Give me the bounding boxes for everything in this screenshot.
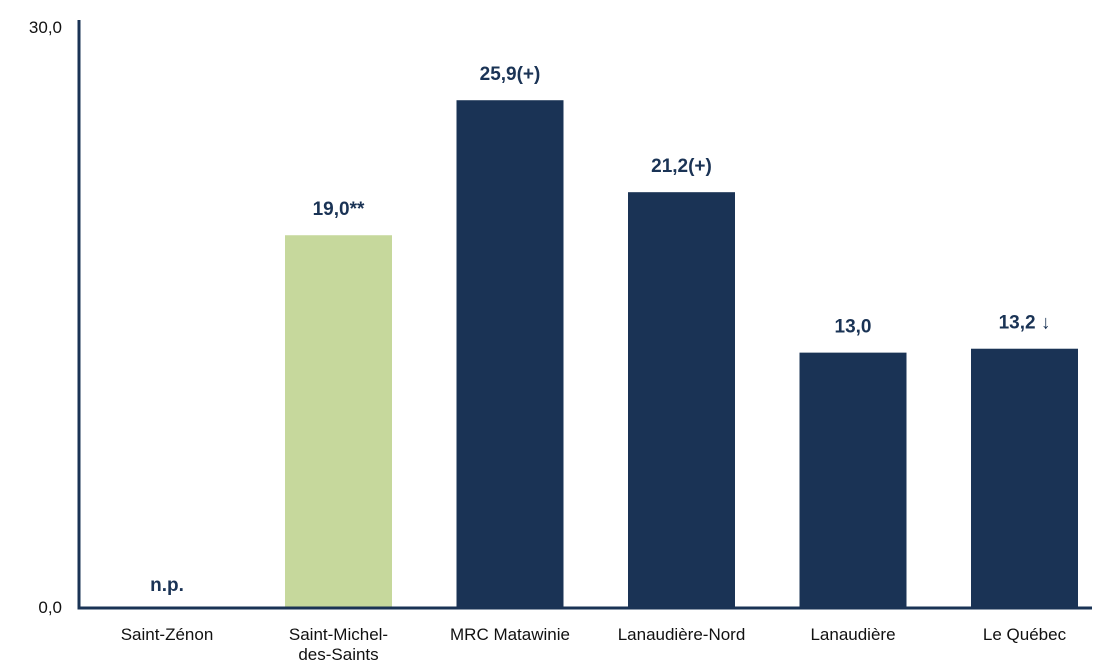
- y-tick-label-max: 30,0: [29, 18, 62, 37]
- bar-2: [456, 100, 564, 608]
- data-label-5: 13,2 ↓: [999, 313, 1051, 334]
- bar-1: [285, 235, 392, 607]
- data-label-2: 25,9(+): [480, 64, 541, 85]
- bar-3: [628, 192, 735, 608]
- data-label-0: n.p.: [150, 575, 184, 596]
- bar-4: [799, 352, 907, 607]
- category-label-0: Saint-Zénon: [121, 625, 214, 644]
- category-label-1: Saint-Michel-des-Saints: [289, 625, 388, 664]
- data-label-1: 19,0**: [313, 199, 365, 220]
- category-label-3: Lanaudière-Nord: [618, 625, 746, 644]
- y-tick-label-min: 0,0: [38, 598, 62, 617]
- category-label-5: Le Québec: [983, 625, 1067, 644]
- data-label-4: 13,0: [835, 317, 872, 338]
- category-label-4: Lanaudière: [810, 625, 895, 644]
- data-label-3: 21,2(+): [651, 156, 712, 177]
- category-label-2: MRC Matawinie: [450, 625, 570, 644]
- bar-5: [971, 348, 1078, 607]
